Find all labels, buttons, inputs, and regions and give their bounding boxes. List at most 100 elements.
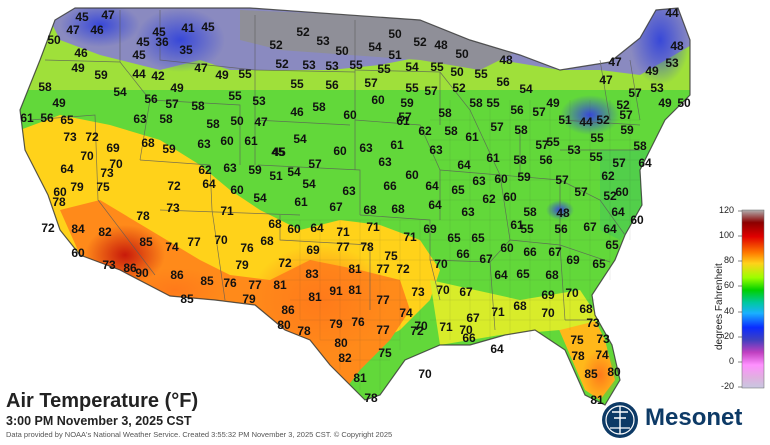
station-temperature-label: 63 (378, 155, 392, 169)
station-temperature-label: 79 (235, 258, 249, 272)
station-temperature-label: 63 (429, 143, 443, 157)
outside-north (0, 0, 770, 220)
station-temperature-label: 72 (410, 324, 424, 338)
station-temperature-label: 60 (220, 134, 234, 148)
station-temperature-label: 56 (554, 222, 568, 236)
station-temperature-label: 54 (113, 85, 127, 99)
station-temperature-label: 77 (376, 293, 390, 307)
station-temperature-label: 58 (523, 205, 537, 219)
station-temperature-label: 50 (677, 96, 691, 110)
station-temperature-label: 55 (228, 89, 242, 103)
station-temperature-label: 63 (472, 174, 486, 188)
station-temperature-label: 45 (132, 48, 146, 62)
station-temperature-label: 62 (418, 124, 432, 138)
station-temperature-label: 64 (202, 177, 216, 191)
station-temperature-label: 56 (496, 75, 510, 89)
station-temperature-label: 53 (650, 81, 664, 95)
map-title: Air Temperature (°F) (6, 390, 199, 412)
station-temperature-label: 49 (645, 64, 659, 78)
station-temperature-label: 52 (413, 35, 427, 49)
station-temperature-label: 55 (486, 96, 500, 110)
station-temperature-label: 83 (305, 267, 319, 281)
colorbar-tick: 20 (723, 331, 734, 341)
station-temperature-label: 61 (396, 114, 410, 128)
colorbar-tick: 100 (718, 230, 734, 240)
station-temperature-label: 55 (405, 81, 419, 95)
station-temperature-label: 78 (136, 209, 150, 223)
station-temperature-label: 86 (170, 268, 184, 282)
station-temperature-label: 54 (293, 132, 307, 146)
station-temperature-label: 90 (135, 266, 149, 280)
station-temperature-label: 60 (53, 185, 67, 199)
station-temperature-label: 73 (596, 332, 610, 346)
station-temperature-label: 42 (151, 69, 165, 83)
station-temperature-label: 70 (436, 283, 450, 297)
station-temperature-label: 48 (434, 38, 448, 52)
station-temperature-label: 68 (545, 268, 559, 282)
station-temperature-label: 47 (254, 115, 268, 129)
station-temperature-label: 60 (630, 213, 644, 227)
station-temperature-label: 69 (566, 253, 580, 267)
station-temperature-label: 69 (106, 141, 120, 155)
station-temperature-label: 59 (248, 163, 262, 177)
station-temperature-label: 67 (479, 252, 493, 266)
station-temperature-label: 67 (548, 245, 562, 259)
station-temperature-label: 65 (451, 183, 465, 197)
station-temperature-label: 81 (273, 278, 287, 292)
station-temperature-label: 64 (603, 222, 617, 236)
station-temperature-label: 67 (329, 200, 343, 214)
station-temperature-label: 50 (450, 65, 464, 79)
station-temperature-label: 56 (144, 92, 158, 106)
station-temperature-label: 53 (325, 59, 339, 73)
station-temperature-label: 52 (596, 113, 610, 127)
station-temperature-label: 70 (541, 306, 555, 320)
station-temperature-label: 66 (456, 247, 470, 261)
colorbar (738, 209, 765, 389)
station-temperature-label: 78 (364, 391, 378, 405)
station-temperature-label: 36 (155, 35, 169, 49)
station-temperature-label: 57 (308, 157, 322, 171)
station-temperature-label: 57 (612, 156, 626, 170)
station-temperature-label: 65 (447, 231, 461, 245)
station-temperature-label: 55 (546, 135, 560, 149)
station-temperature-label: 84 (71, 222, 85, 236)
station-temperature-label: 79 (70, 180, 84, 194)
station-temperature-label: 71 (336, 225, 350, 239)
station-temperature-label: 55 (377, 62, 391, 76)
station-temperature-label: 46 (90, 23, 104, 37)
colorbar-tick: 0 (728, 356, 734, 366)
colorbar-tick: 120 (718, 205, 734, 215)
station-temperature-label: 45 (75, 10, 89, 24)
station-temperature-label: 57 (535, 138, 549, 152)
station-temperature-label: 57 (532, 105, 546, 119)
station-temperature-label: 57 (555, 173, 569, 187)
station-temperature-label: 54 (287, 165, 301, 179)
station-temperature-label: 54 (302, 177, 316, 191)
colorbar-tick: 80 (723, 255, 734, 265)
station-temperature-label: 73 (102, 258, 116, 272)
station-temperature-label: 73 (166, 201, 180, 215)
station-temperature-label: 64 (611, 205, 625, 219)
station-temperature-label: 47 (66, 23, 80, 37)
station-temperature-label: 77 (376, 323, 390, 337)
station-temperature-label: 73 (411, 285, 425, 299)
station-temperature-label: 61 (244, 134, 258, 148)
station-temperature-label: 49 (215, 68, 229, 82)
station-temperature-label: 77 (336, 240, 350, 254)
station-temperature-label: 57 (364, 76, 378, 90)
station-temperature-label: 41 (181, 21, 195, 35)
station-temperature-label: 66 (383, 179, 397, 193)
station-temperature-label: 45 (201, 20, 215, 34)
station-temperature-label: 52 (616, 98, 630, 112)
station-temperature-label: 64 (494, 268, 508, 282)
station-temperature-label: 79 (242, 292, 256, 306)
station-temperature-label: 60 (405, 168, 419, 182)
station-temperature-label: 72 (167, 179, 181, 193)
station-temperature-label: 53 (252, 94, 266, 108)
station-temperature-label: 50 (230, 114, 244, 128)
station-temperature-label: 45 (152, 25, 166, 39)
station-temperature-label: 60 (371, 93, 385, 107)
station-temperature-label: 51 (558, 113, 572, 127)
station-temperature-label: 60 (333, 144, 347, 158)
